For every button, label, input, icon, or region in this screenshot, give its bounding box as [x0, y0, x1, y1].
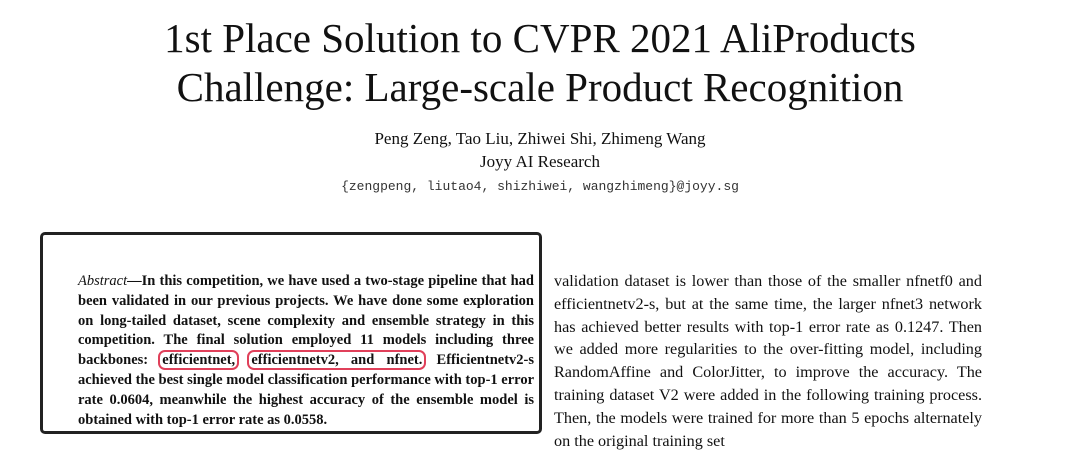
- abstract: Abstract—In this competition, we have us…: [78, 272, 534, 430]
- highlight-backbone-2: efficientnetv2, and nfnet.: [247, 350, 427, 371]
- paper-title: 1st Place Solution to CVPR 2021 AliProdu…: [0, 14, 1080, 112]
- title-line-1: 1st Place Solution to CVPR 2021 AliProdu…: [164, 15, 916, 61]
- abstract-text-after: Efficientnetv2-s achieved the best singl…: [78, 352, 535, 428]
- abstract-text-before: In this competition, we have used a two-…: [78, 273, 534, 369]
- abstract-dash: —: [127, 273, 142, 289]
- abstract-heading: Abstract: [78, 273, 128, 289]
- title-line-2: Challenge: Large-scale Product Recogniti…: [176, 64, 904, 110]
- abstract-frame: [40, 232, 542, 434]
- author-emails: {zengpeng, liutao4, shizhiwei, wangzhime…: [341, 179, 739, 194]
- affiliation: Joyy AI Research: [480, 152, 600, 171]
- body-column-right: validation dataset is lower than those o…: [554, 272, 982, 450]
- highlight-backbone-1: efficientnet,: [158, 350, 240, 371]
- author-list: Peng Zeng, Tao Liu, Zhiwei Shi, Zhimeng …: [374, 129, 706, 148]
